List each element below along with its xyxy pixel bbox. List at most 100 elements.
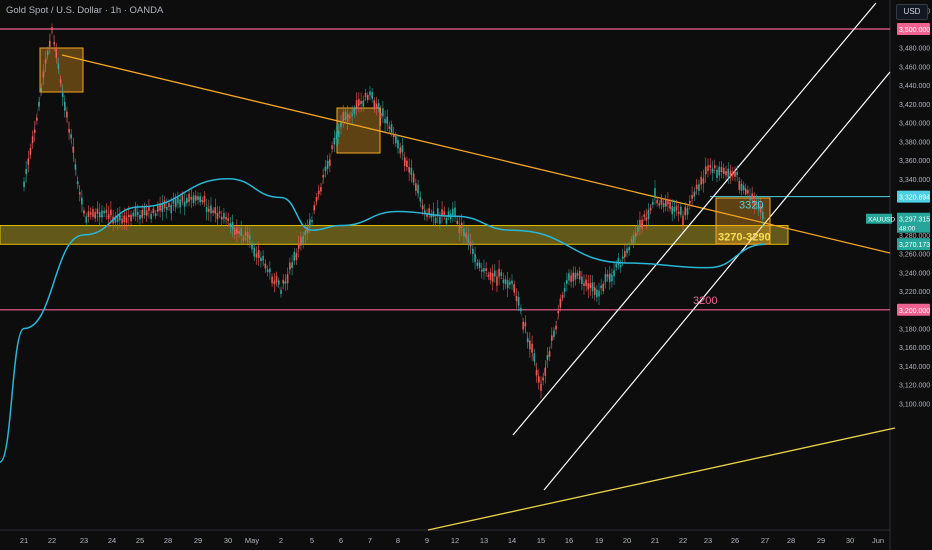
candle-body xyxy=(417,184,419,194)
candle-body xyxy=(257,249,260,258)
candle-body xyxy=(403,157,406,167)
candle-body xyxy=(116,216,119,222)
x-tick-label: 16 xyxy=(565,536,573,545)
candle-body xyxy=(121,218,123,224)
candle-body xyxy=(373,100,376,110)
candle-body xyxy=(128,214,130,218)
candle-body xyxy=(269,268,271,273)
candle-body xyxy=(55,48,58,58)
x-tick-label: 5 xyxy=(310,536,314,545)
candle-body xyxy=(649,208,652,211)
candle-body xyxy=(720,167,723,172)
candle-body xyxy=(201,199,204,202)
candle-body xyxy=(89,212,92,215)
candle-body xyxy=(61,93,64,97)
annotation-3320: 3320 xyxy=(739,200,763,212)
candle-body xyxy=(419,197,422,202)
candle-body xyxy=(718,166,721,176)
candle-body xyxy=(33,129,36,133)
candlesticks xyxy=(23,23,764,399)
candle-body xyxy=(177,197,179,204)
candle-body xyxy=(231,221,234,231)
candle-body xyxy=(742,185,745,191)
candle-body xyxy=(349,115,351,119)
candle-body xyxy=(445,218,448,224)
candle-body xyxy=(236,227,238,234)
candle-body xyxy=(561,295,564,298)
candle-body xyxy=(500,272,503,277)
candle-body xyxy=(698,184,700,191)
candle-body xyxy=(284,281,287,284)
candle-body xyxy=(29,148,32,155)
candle-body xyxy=(179,199,181,208)
candle-body xyxy=(574,272,577,280)
candle-body xyxy=(693,191,696,197)
candle-body xyxy=(443,211,446,215)
candle-body xyxy=(186,197,188,204)
y-tick-label: 3,340.000 xyxy=(899,177,930,184)
candle-body xyxy=(397,140,399,149)
candle-body xyxy=(322,174,324,178)
x-tick-label: 19 xyxy=(595,536,603,545)
x-tick-label: 28 xyxy=(164,536,172,545)
candle-body xyxy=(282,279,285,284)
candle-body xyxy=(74,164,77,170)
candle-body xyxy=(707,165,709,171)
candle-body xyxy=(581,276,583,285)
candle-body xyxy=(533,353,536,362)
candle-body xyxy=(467,234,470,243)
candle-body xyxy=(240,228,242,236)
candle-body xyxy=(199,196,201,203)
candle-body xyxy=(426,213,428,217)
currency-selector[interactable]: USD xyxy=(896,4,928,20)
candle-body xyxy=(686,208,689,215)
y-tick-label: 3,140.000 xyxy=(899,364,930,371)
candle-body xyxy=(531,343,533,353)
candle-body xyxy=(355,100,358,108)
candle-body xyxy=(639,219,641,227)
candle-body xyxy=(709,165,712,168)
y-tick-label: 3,280.000 xyxy=(899,233,930,240)
candle-body xyxy=(251,244,253,250)
candle-body xyxy=(423,210,426,215)
candle-body xyxy=(572,272,575,282)
candle-body xyxy=(465,232,467,238)
candle-body xyxy=(578,271,581,280)
highlight-box xyxy=(336,107,381,154)
candle-body xyxy=(713,165,716,169)
candle-body xyxy=(273,281,276,285)
candle-body xyxy=(304,230,307,236)
candle-body xyxy=(695,184,698,189)
candle-body xyxy=(664,199,667,207)
moving-average-line xyxy=(0,178,766,463)
candle-body xyxy=(700,176,702,185)
y-tick-label: 3,100.000 xyxy=(899,401,930,408)
price-label-3200: 3,200.000 xyxy=(897,303,930,316)
candle-body xyxy=(600,285,602,289)
candle-body xyxy=(725,171,727,176)
candle-body xyxy=(98,211,101,218)
x-tick-label: 21 xyxy=(20,536,28,545)
candle-body xyxy=(550,335,553,341)
candle-body xyxy=(691,194,693,199)
price-label-text: 3,320.894 xyxy=(899,195,930,202)
candle-body xyxy=(608,273,611,283)
candle-body xyxy=(598,291,600,297)
y-tick-label: 3,220.000 xyxy=(899,289,930,296)
candle-body xyxy=(489,272,492,281)
candle-body xyxy=(331,145,333,149)
candle-body xyxy=(87,211,90,217)
x-tick-label: 15 xyxy=(537,536,545,545)
candle-body xyxy=(634,232,637,237)
candle-body xyxy=(421,205,424,210)
candle-body xyxy=(702,178,705,184)
candle-body xyxy=(624,251,626,258)
candle-body xyxy=(386,116,389,124)
x-tick-label: 12 xyxy=(451,536,459,545)
candle-body xyxy=(300,236,302,246)
candle-body xyxy=(626,248,628,253)
current-price-label: XAUUSD 3,297.315 48:00 xyxy=(866,212,930,233)
candle-body xyxy=(145,210,148,216)
price-label-3270: 3,270.173 xyxy=(897,238,930,251)
